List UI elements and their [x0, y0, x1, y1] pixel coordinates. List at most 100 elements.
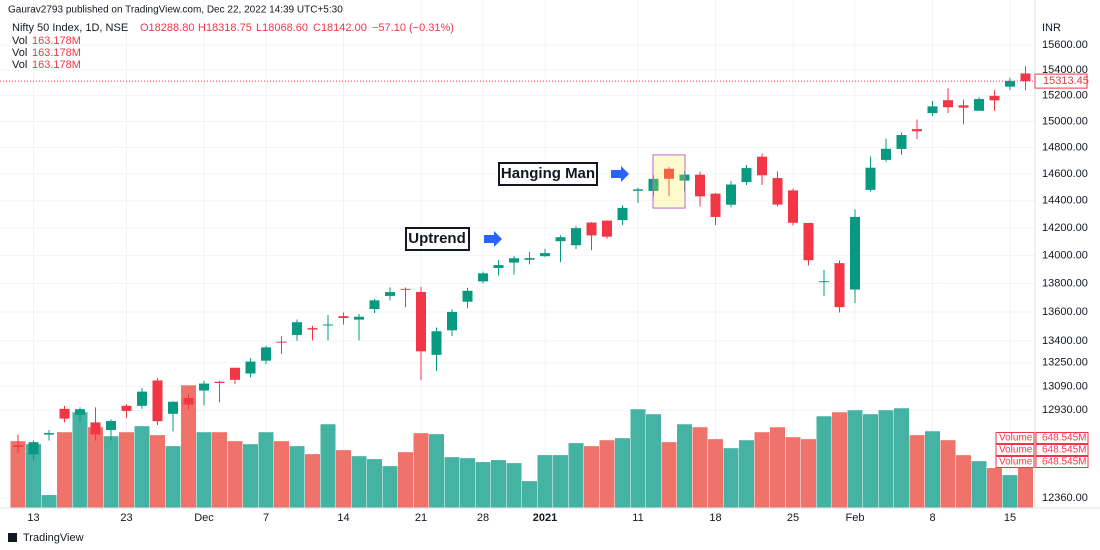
volume-bar [894, 408, 909, 508]
symbol: Nifty 50 Index, 1D, NSE [12, 22, 128, 34]
volume-tag-box [1035, 444, 1089, 456]
ohlc-low: L18068.60 [256, 22, 308, 34]
candle-body [524, 258, 535, 260]
volume-tag-value: 648.545M [1042, 445, 1086, 456]
volume-bar [196, 432, 212, 508]
y-tick-label: 13800.00 [1042, 278, 1088, 290]
candle-body [509, 258, 519, 263]
volume-bar [925, 431, 940, 508]
x-tick-label: 7 [263, 512, 269, 524]
candle-body [307, 328, 318, 330]
candle-body [881, 148, 891, 160]
y-tick-label: 13600.00 [1042, 306, 1088, 318]
y-tick-label: 15600.00 [1042, 39, 1088, 51]
logo-mark [8, 533, 17, 542]
volume-tag-box [1035, 432, 1089, 444]
candle-body [230, 367, 240, 380]
volume-bar [227, 441, 243, 508]
volume-bar [88, 427, 103, 508]
y-tick-label: 15400.00 [1042, 64, 1088, 76]
vol-label: Vol [12, 59, 27, 71]
candle-body [462, 290, 473, 302]
volume-tag-value: 648.545M [1042, 457, 1086, 468]
volume-bar [754, 432, 770, 508]
volume-bar [165, 446, 181, 508]
x-tick-label: 14 [337, 512, 349, 524]
y-tick-label: 13250.00 [1042, 357, 1088, 369]
candle-body [927, 106, 938, 114]
x-tick-label: Feb [846, 512, 865, 524]
volume-bar [708, 439, 723, 508]
volume-bar [134, 426, 150, 508]
volume-bar [816, 416, 832, 508]
candle-body [183, 398, 194, 405]
y-tick-label: 14200.00 [1042, 222, 1088, 234]
y-tick-label: 15000.00 [1042, 115, 1088, 127]
vol-value: 163.178M [32, 47, 81, 59]
price-tag-box [1034, 73, 1088, 89]
volume-bar [646, 414, 661, 508]
ohlc-open: O18288.80 [140, 22, 194, 34]
x-tick-label: 15 [1004, 512, 1016, 524]
volume-bar [584, 446, 599, 508]
annotation-box [405, 227, 470, 251]
candle-body [695, 174, 705, 197]
volume-tag-name: Volume [999, 433, 1033, 444]
candle-body [540, 253, 550, 257]
candle-body [431, 331, 442, 355]
candle-body [292, 322, 302, 335]
candle-body [850, 216, 860, 290]
candle-body [834, 263, 845, 308]
volume-bar [987, 468, 1002, 508]
volume-bar [491, 460, 506, 508]
y-tick-label: 13090.00 [1042, 380, 1088, 392]
volume-bar [367, 459, 382, 508]
vol-value: 163.178M [32, 59, 81, 71]
volume-bar [274, 441, 289, 508]
volume-tag-box [1035, 456, 1089, 468]
arrow [611, 166, 629, 182]
candle-body [323, 324, 333, 326]
candle-body [13, 445, 23, 447]
highlight [652, 154, 686, 209]
volume-bar [119, 432, 134, 508]
volume-bar [258, 432, 274, 508]
volume-bar [630, 409, 646, 508]
volume-bar [522, 481, 537, 508]
candle-body [199, 383, 209, 391]
candle-body [261, 347, 271, 361]
vol-label: Vol [12, 35, 27, 47]
candle-body [912, 129, 922, 132]
volume-layer [10, 385, 1033, 508]
x-tick-label: Dec [194, 512, 214, 524]
volume-bar [398, 452, 413, 508]
candle-body [28, 442, 39, 455]
volume-bar [785, 437, 801, 508]
volume-bar [723, 448, 739, 508]
candle-body [385, 292, 395, 296]
volume-bar [413, 433, 429, 508]
candle-body [59, 408, 70, 419]
candle-body [90, 422, 101, 435]
annotation-box [498, 162, 598, 186]
vol-value: 163.178M [32, 35, 81, 47]
vol-label: Vol [12, 47, 27, 59]
volume-bar [336, 450, 351, 508]
candle-body [974, 99, 984, 111]
volume-bar [971, 461, 987, 508]
volume-bar [305, 454, 320, 508]
candle-body [214, 381, 225, 383]
candle-body [152, 380, 163, 422]
candle-body [586, 222, 597, 236]
x-tick-label: 8 [929, 512, 935, 524]
candle-body [788, 190, 798, 223]
volume-tag-name: Volume [999, 457, 1033, 468]
volume-bar [181, 385, 196, 508]
volume-bar [57, 432, 72, 508]
ohlc-high: H18318.75 [198, 22, 252, 34]
x-tick-label: 11 [632, 512, 643, 524]
volume-bar [568, 443, 584, 508]
volume-tag-name: Volume [999, 445, 1033, 456]
candle-body [137, 391, 147, 406]
volume-bar [909, 435, 925, 508]
